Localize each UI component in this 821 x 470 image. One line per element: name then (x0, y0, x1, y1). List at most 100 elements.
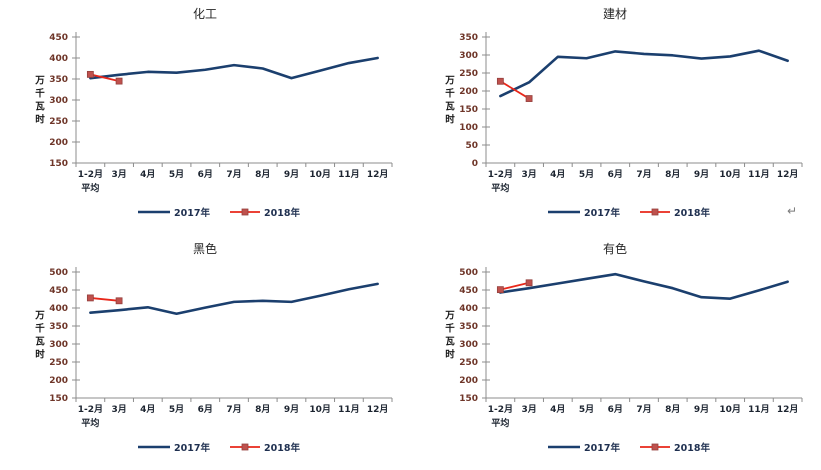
y-axis-title-char: 时 (35, 349, 45, 361)
y-tick-label: 300 (459, 340, 478, 350)
x-tick-label: 10月 (309, 169, 331, 180)
x-tick-label: 6月 (608, 169, 623, 180)
chart-chemical: 化工 150 200 250 300 350 400 450 万千瓦时 1-2月 3月 4月 5月 6月 7… (0, 0, 410, 235)
return-mark: ↵ (787, 204, 798, 218)
data-point-marker-2018 (115, 297, 123, 305)
y-tick-label: 100 (459, 123, 478, 133)
y-tick-label: 200 (49, 376, 68, 386)
data-point-marker-2018 (496, 286, 504, 294)
x-tick-label: 8月 (665, 169, 680, 180)
chart-title: 黑色 (193, 242, 217, 256)
series-line-2017 (499, 272, 789, 300)
x-tick-label: 4月 (140, 404, 155, 415)
series-line-2018 (499, 281, 530, 291)
series-line-2017 (89, 56, 379, 80)
data-point-marker-2018 (496, 77, 504, 85)
x-tick-label: 12月 (777, 169, 799, 180)
x-tick-label: 12月 (777, 404, 799, 415)
series-line-2018 (89, 297, 120, 302)
chart-title: 有色 (603, 242, 627, 256)
data-point-marker-2018 (525, 95, 533, 102)
legend-label-2017: 2017年 (174, 442, 210, 454)
legend-label-2018: 2018年 (264, 207, 300, 219)
y-axis-title-char: 千 (35, 323, 45, 335)
y-tick-label: 500 (49, 268, 68, 278)
y-tick-label: 450 (49, 286, 68, 296)
x-tick-label: 1-2月 (78, 404, 103, 415)
x-tick-label: 5月 (169, 404, 184, 415)
y-tick-label: 400 (49, 54, 68, 64)
y-axis-title-char: 千 (35, 88, 45, 100)
x-tick-label: 10月 (309, 404, 331, 415)
y-tick-label: 200 (459, 376, 478, 386)
chart-title: 化工 (193, 7, 217, 21)
x-tick-label: 9月 (694, 404, 709, 415)
x-tick-label: 4月 (550, 169, 565, 180)
x-tick-label: 7月 (636, 404, 651, 415)
x-tick-label: 3月 (111, 404, 126, 415)
y-tick-label: 350 (49, 75, 68, 85)
y-tick-label: 450 (49, 33, 68, 43)
x-tick-label: 7月 (226, 404, 241, 415)
y-axis-title-char: 万 (34, 76, 45, 87)
x-tick-label: 3月 (521, 169, 536, 180)
x-tick-label: 6月 (198, 169, 213, 180)
y-axis-title-char: 瓦 (445, 337, 455, 348)
y-tick-label: 250 (49, 117, 68, 127)
legend-label-2017: 2017年 (174, 207, 210, 219)
y-tick-label: 150 (49, 159, 68, 169)
legend-label-2018: 2018年 (264, 442, 300, 454)
x-tick-label: 5月 (579, 404, 594, 415)
x-tick-label: 1-2月 (78, 169, 103, 180)
x-tick-label: 12月 (367, 404, 389, 415)
y-axis-title-char: 瓦 (35, 337, 45, 348)
x-tick-label: 11月 (338, 404, 360, 415)
chart-ferrous: 黑色 150 200 250 300 350 400 450 500 万千瓦时 1-2月 3月 4月 5月… (0, 235, 410, 470)
legend-label-2017: 2017年 (584, 207, 620, 219)
x-tick-label: 4月 (550, 404, 565, 415)
x-tick-label: 3月 (521, 404, 536, 415)
chart-legend: 2017年 2018年 (138, 442, 300, 454)
y-tick-label: 150 (49, 394, 68, 404)
y-tick-label: 150 (459, 394, 478, 404)
x-tick-label: 12月 (367, 169, 389, 180)
x-tick-label: 11月 (338, 169, 360, 180)
x-tick-label: 5月 (169, 169, 184, 180)
y-tick-label: 250 (459, 358, 478, 368)
x-tick-label: 6月 (198, 404, 213, 415)
legend-marker-2018 (651, 208, 659, 216)
y-tick-label: 0 (472, 159, 478, 169)
y-axis-title-char: 万 (444, 311, 455, 322)
x-tick-label: 5月 (579, 169, 594, 180)
x-tick-sublabel: 平均 (81, 417, 99, 429)
y-tick-label: 200 (49, 138, 68, 148)
y-axis-title-char: 万 (34, 311, 45, 322)
y-tick-label: 250 (49, 358, 68, 368)
x-tick-label: 8月 (255, 169, 270, 180)
data-point-marker-2018 (86, 294, 94, 302)
x-tick-label: 8月 (255, 404, 270, 415)
chart-building-materials: 建材 0 50 100 150 200 250 300 350 万千瓦时 1-2月 3月 4月 5月 6月 7… (410, 0, 821, 235)
y-axis-title-char: 时 (35, 114, 45, 126)
y-tick-label: 350 (49, 322, 68, 332)
x-tick-label: 8月 (665, 404, 680, 415)
data-point-marker-2018 (115, 77, 123, 85)
y-tick-label: 350 (459, 33, 478, 43)
x-tick-label: 1-2月 (488, 169, 513, 180)
series-line-2017 (499, 49, 789, 98)
y-tick-label: 350 (459, 322, 478, 332)
y-tick-label: 300 (49, 96, 68, 106)
y-tick-label: 500 (459, 268, 478, 278)
x-tick-label: 6月 (608, 404, 623, 415)
legend-label-2017: 2017年 (584, 442, 620, 454)
y-tick-label: 300 (49, 340, 68, 350)
x-tick-label: 3月 (111, 169, 126, 180)
chart-title: 建材 (603, 7, 627, 21)
y-tick-label: 200 (459, 87, 478, 97)
y-tick-label: 300 (459, 51, 478, 61)
x-tick-sublabel: 平均 (491, 417, 509, 429)
